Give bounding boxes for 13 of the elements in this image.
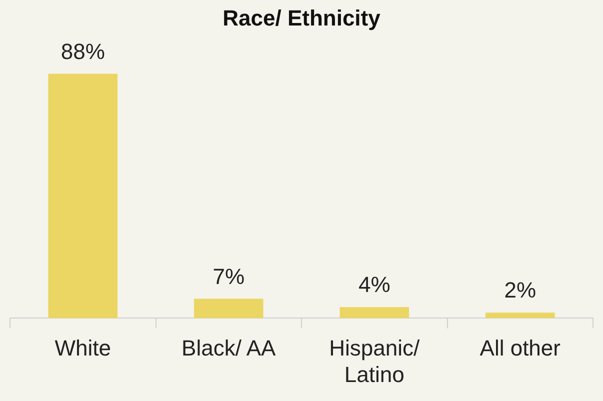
bar	[486, 312, 555, 318]
x-tick-label: All other	[480, 335, 560, 360]
x-tick-label: Black/ AA	[182, 335, 276, 360]
bar	[340, 307, 409, 318]
bar	[194, 298, 264, 318]
x-tick-label: White	[54, 335, 111, 360]
bar	[48, 74, 118, 318]
x-tick-label: Hispanic/ Latino	[329, 335, 420, 387]
data-label: 7%	[212, 264, 245, 289]
data-label: 2%	[504, 278, 536, 303]
chart-title: Race/ Ethnicity	[222, 5, 382, 30]
data-label: 4%	[358, 272, 390, 298]
data-label: 88%	[60, 38, 105, 64]
